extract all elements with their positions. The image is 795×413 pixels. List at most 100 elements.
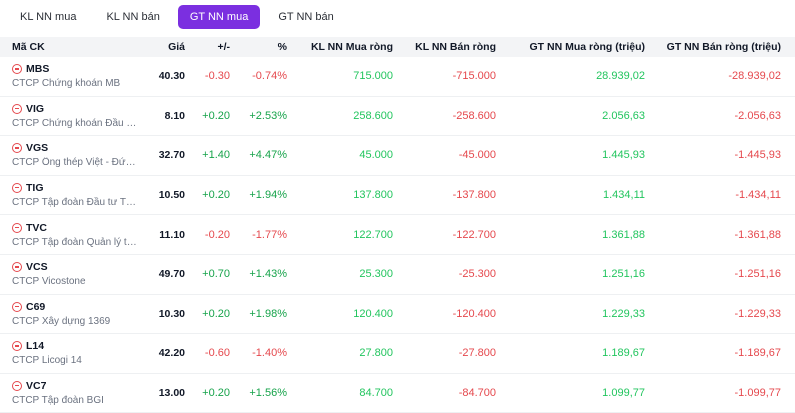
stock-code[interactable]: MBS (26, 63, 50, 76)
remove-watch-icon[interactable] (12, 341, 22, 352)
percent-value: +1.56% (249, 387, 287, 400)
gt-sell-value: -1.445,93 (734, 149, 781, 162)
kl-sell-value: -122.700 (452, 228, 496, 241)
stock-cell: VGS CTCP Ống thép Việt - Đức ... (0, 142, 140, 168)
table-row[interactable]: VGS CTCP Ống thép Việt - Đức ... 32.70 +… (0, 136, 795, 176)
price-value: 10.30 (158, 307, 185, 320)
table-row[interactable]: TIG CTCP Tập đoàn Đầu tư Thă... 10.50 +0… (0, 176, 795, 216)
table-row[interactable]: VIG CTCP Chứng khoán Đầu tư ... 8.10 +0.… (0, 97, 795, 137)
price-value: 11.10 (159, 228, 185, 241)
stock-cell: VCS CTCP Vicostone (0, 261, 140, 287)
company-name: CTCP Tập đoàn Quản lý tài ... (12, 236, 138, 248)
percent-value: +1.43% (249, 268, 287, 281)
stock-code[interactable]: VIG (26, 102, 45, 115)
remove-watch-icon[interactable] (12, 64, 22, 75)
stock-code[interactable]: TVC (26, 221, 47, 234)
percent-value: +1.94% (249, 189, 287, 202)
remove-watch-icon[interactable] (12, 183, 22, 194)
change-value: +0.70 (202, 268, 230, 281)
remove-watch-icon[interactable] (12, 143, 22, 154)
remove-watch-icon[interactable] (12, 103, 22, 114)
company-name: CTCP Xây dựng 1369 (12, 315, 111, 327)
kl-sell-value: -258.600 (452, 109, 496, 122)
gt-sell-value: -28.939,02 (728, 70, 781, 83)
stock-code[interactable]: TIG (26, 182, 44, 195)
remove-watch-icon[interactable] (12, 381, 22, 392)
kl-sell-value: -120.400 (452, 307, 496, 320)
gt-sell-value: -1.099,77 (734, 387, 781, 400)
gt-buy-value: 2.056,63 (602, 109, 645, 122)
header-percent[interactable]: % (277, 41, 287, 53)
table-row[interactable]: VCS CTCP Vicostone 49.70 +0.70 +1.43% 25… (0, 255, 795, 295)
company-name: CTCP Chứng khoán MB (12, 78, 121, 90)
gt-buy-value: 1.229,33 (602, 307, 645, 320)
percent-value: -1.77% (252, 228, 287, 241)
header-code[interactable]: Mã CK (12, 41, 45, 53)
company-name: CTCP Licogi 14 (12, 355, 82, 367)
gt-sell-value: -1.229,33 (734, 307, 781, 320)
header-kl-buy[interactable]: KL NN Mua ròng (310, 41, 393, 53)
stock-code[interactable]: VCS (26, 261, 48, 274)
tab-gt-nn-ban[interactable]: GT NN bán (278, 11, 334, 23)
header-kl-sell[interactable]: KL NN Bán ròng (415, 41, 496, 53)
change-value: +0.20 (202, 189, 230, 202)
header-gt-buy[interactable]: GT NN Mua ròng (triệu) (529, 41, 646, 53)
header-change[interactable]: +/- (217, 41, 230, 53)
stock-code[interactable]: VGS (26, 142, 49, 155)
price-value: 32.70 (158, 149, 185, 162)
gt-sell-value: -2.056,63 (734, 109, 781, 122)
tab-kl-nn-mua[interactable]: KL NN mua (20, 11, 77, 23)
kl-buy-value: 258.600 (353, 109, 393, 122)
stock-code[interactable]: C69 (26, 300, 46, 313)
kl-buy-value: 715.000 (353, 70, 393, 83)
gt-buy-value: 1.099,77 (602, 387, 645, 400)
kl-buy-value: 122.700 (353, 228, 393, 241)
kl-sell-value: -45.000 (458, 149, 496, 162)
company-name: CTCP Tập đoàn BGI (12, 395, 104, 407)
table-row[interactable]: MBS CTCP Chứng khoán MB 40.30 -0.30 -0.7… (0, 57, 795, 97)
table-row[interactable]: VC7 CTCP Tập đoàn BGI 13.00 +0.20 +1.56%… (0, 374, 795, 413)
gt-buy-value: 1.189,67 (602, 347, 645, 360)
percent-value: -0.74% (252, 70, 287, 83)
remove-watch-icon[interactable] (12, 262, 22, 273)
gt-buy-value: 1.361,88 (602, 228, 645, 241)
tab-bar: KL NN mua KL NN bán GT NN mua GT NN bán (0, 0, 795, 32)
price-value: 8.10 (164, 109, 185, 122)
percent-value: +1.98% (249, 307, 287, 320)
kl-buy-value: 25.300 (359, 268, 393, 281)
kl-sell-value: -137.800 (452, 189, 496, 202)
kl-sell-value: -25.300 (458, 268, 496, 281)
kl-buy-value: 27.800 (359, 347, 393, 360)
table-body: MBS CTCP Chứng khoán MB 40.30 -0.30 -0.7… (0, 57, 795, 413)
change-value: +0.20 (202, 387, 230, 400)
change-value: +0.20 (202, 307, 230, 320)
remove-watch-icon[interactable] (12, 301, 22, 312)
kl-buy-value: 84.700 (359, 387, 393, 400)
tab-gt-nn-mua[interactable]: GT NN mua (177, 5, 261, 29)
stock-cell: MBS CTCP Chứng khoán MB (0, 63, 140, 89)
gt-buy-value: 1.251,16 (602, 268, 645, 281)
stock-cell: VC7 CTCP Tập đoàn BGI (0, 380, 140, 406)
remove-watch-icon[interactable] (12, 222, 22, 233)
stock-code[interactable]: VC7 (26, 380, 47, 393)
table-row[interactable]: C69 CTCP Xây dựng 1369 10.30 +0.20 +1.98… (0, 295, 795, 335)
price-value: 42.20 (158, 347, 185, 360)
price-value: 13.00 (158, 387, 185, 400)
header-gt-sell[interactable]: GT NN Bán ròng (triệu) (666, 41, 781, 53)
table-header: Mã CK Giá +/- % KL NN Mua ròng KL NN Bán… (0, 37, 795, 57)
stock-code[interactable]: L14 (26, 340, 45, 353)
price-value: 49.70 (158, 268, 185, 281)
gt-sell-value: -1.361,88 (734, 228, 781, 241)
table-row[interactable]: L14 CTCP Licogi 14 42.20 -0.60 -1.40% 27… (0, 334, 795, 374)
table-row[interactable]: TVC CTCP Tập đoàn Quản lý tài ... 11.10 … (0, 215, 795, 255)
tab-kl-nn-ban[interactable]: KL NN bán (106, 11, 160, 23)
stock-cell: TIG CTCP Tập đoàn Đầu tư Thă... (0, 182, 140, 208)
percent-value: +2.53% (249, 109, 287, 122)
company-name: CTCP Ống thép Việt - Đức ... (12, 157, 138, 169)
gt-buy-value: 1.445,93 (602, 149, 645, 162)
kl-buy-value: 120.400 (353, 307, 393, 320)
header-price[interactable]: Giá (168, 41, 185, 53)
stock-cell: TVC CTCP Tập đoàn Quản lý tài ... (0, 222, 140, 248)
price-value: 10.50 (158, 189, 185, 202)
stock-cell: C69 CTCP Xây dựng 1369 (0, 301, 140, 327)
